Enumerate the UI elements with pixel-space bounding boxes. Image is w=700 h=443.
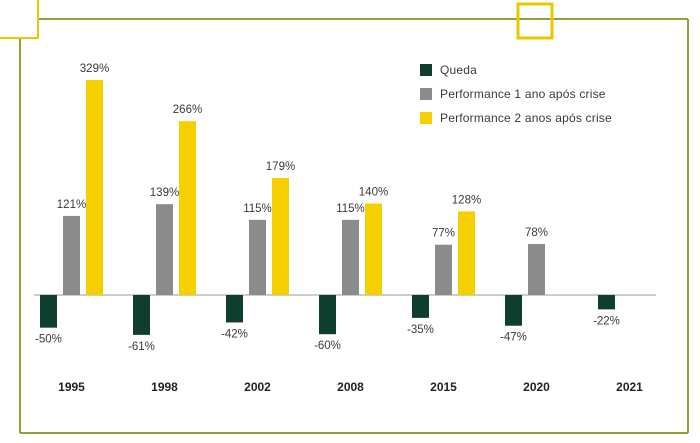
bar-perf1-2015 <box>435 244 452 295</box>
bar-queda-2015 <box>412 295 429 318</box>
bar-perf1-2008 <box>342 219 359 295</box>
bar-perf2-2008 <box>365 203 382 295</box>
legend-item-perf2: Performance 2 anos após crise <box>420 110 612 126</box>
data-label-perf1-2020: 78% <box>525 227 548 239</box>
legend-swatch-queda <box>420 64 432 76</box>
bar-perf1-1995 <box>63 215 80 295</box>
data-label-perf2-2002: 179% <box>266 161 295 173</box>
legend-label-perf2: Performance 2 anos após crise <box>440 111 612 125</box>
data-label-queda-2021: -22% <box>593 315 620 327</box>
bar-queda-2008 <box>319 295 336 335</box>
data-label-perf2-1995: 329% <box>80 63 109 75</box>
data-label-perf1-2015: 77% <box>432 228 455 240</box>
bar-queda-1995 <box>40 295 57 328</box>
x-tick-label-2021: 2021 <box>616 380 643 394</box>
x-tick-label-2020: 2020 <box>523 380 550 394</box>
data-label-queda-2008: -60% <box>314 340 341 352</box>
legend-label-queda: Queda <box>440 63 478 77</box>
data-label-perf1-2008: 115% <box>336 203 365 215</box>
x-tick-label-2008: 2008 <box>337 380 364 394</box>
corner-accent-square <box>516 2 554 40</box>
data-label-perf1-1998: 139% <box>150 187 179 199</box>
bar-perf1-2002 <box>249 219 266 295</box>
legend-swatch-perf2 <box>420 112 432 124</box>
legend: Queda Performance 1 ano após crise Perfo… <box>420 62 612 134</box>
data-label-perf2-2015: 128% <box>452 194 481 206</box>
x-tick-label-2015: 2015 <box>430 380 457 394</box>
x-tick-label-2002: 2002 <box>244 380 271 394</box>
data-label-queda-2002: -42% <box>221 328 248 340</box>
bar-perf1-1998 <box>156 204 173 295</box>
bar-queda-2002 <box>226 295 243 323</box>
bar-perf2-1995 <box>86 80 103 295</box>
data-label-queda-1998: -61% <box>128 341 155 353</box>
data-label-perf1-1995: 121% <box>57 199 86 211</box>
x-tick-label-1995: 1995 <box>58 380 85 394</box>
data-label-perf1-2002: 115% <box>243 203 272 215</box>
data-label-perf2-1998: 266% <box>173 104 202 116</box>
bar-queda-2021 <box>598 295 615 310</box>
bar-queda-2020 <box>505 295 522 326</box>
data-label-perf2-2008: 140% <box>359 187 388 199</box>
bar-queda-1998 <box>133 295 150 335</box>
legend-item-perf1: Performance 1 ano após crise <box>420 86 612 102</box>
data-label-queda-2020: -47% <box>500 332 527 344</box>
bar-perf1-2020 <box>528 244 545 295</box>
data-label-queda-1995: -50% <box>35 334 62 346</box>
x-tick-label-1998: 1998 <box>151 380 178 394</box>
legend-swatch-perf1 <box>420 88 432 100</box>
bar-perf2-2002 <box>272 178 289 295</box>
legend-item-queda: Queda <box>420 62 612 78</box>
bar-perf2-1998 <box>179 121 196 295</box>
bar-perf2-2015 <box>458 211 475 295</box>
legend-label-perf1: Performance 1 ano após crise <box>440 87 606 101</box>
plot-area: -50% 121% 329% 1995 -61% 139% 266% 1998 -42% 115%… <box>34 63 656 394</box>
corner-accent-topleft <box>0 0 39 39</box>
data-label-queda-2015: -35% <box>407 324 434 336</box>
